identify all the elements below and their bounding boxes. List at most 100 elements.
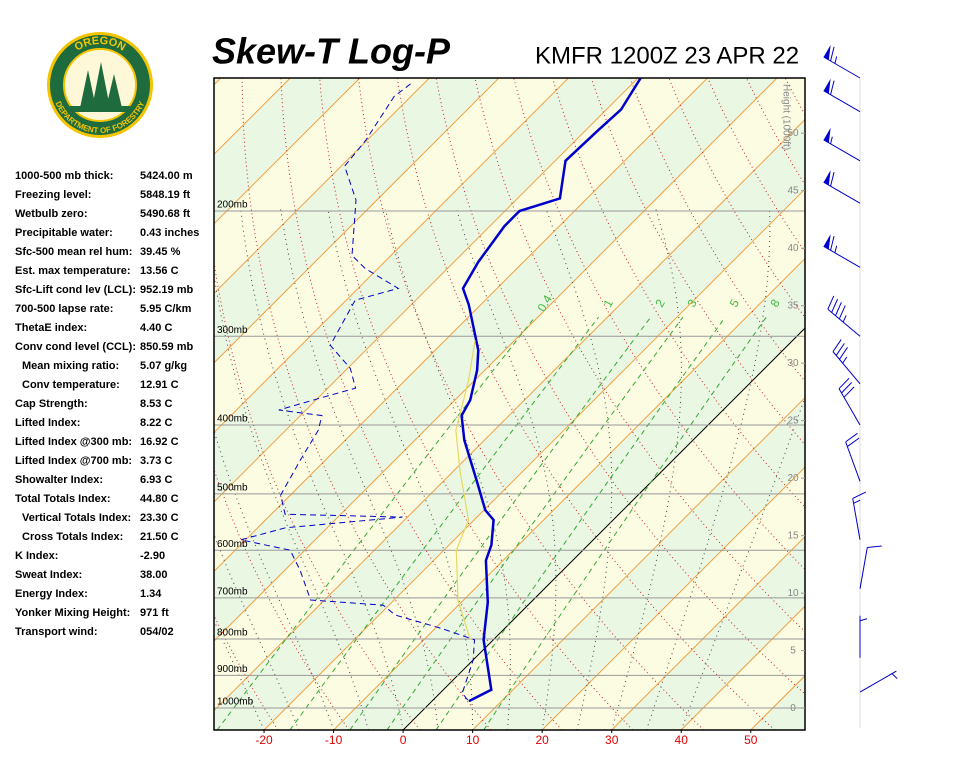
y2-tick-label: 35 [787,300,799,311]
index-value: 5424.00 m [140,170,193,182]
y-tick-label: 800mb [217,628,248,639]
barb-staff [845,441,861,482]
barb-staff [823,139,861,162]
y2-axis-label: Height (1000ft) [780,84,791,150]
barb-staff [832,351,861,385]
plot-frame [213,77,806,731]
moist-adiabat [280,209,439,730]
wind-barb [823,127,861,162]
index-value: 38.00 [140,569,168,581]
profile-line [460,78,642,703]
isotherm [472,396,805,730]
isotherm-band [820,78,960,730]
index-value: 971 ft [140,607,169,619]
barb-pennant [823,78,831,94]
barb-staff [823,245,861,268]
index-label: Lifted Index @300 mb: [15,436,132,448]
y2-tick-label: 25 [787,415,799,426]
index-value: 8.53 C [140,398,172,410]
profile-line [455,340,476,640]
dry-adiabat [513,78,805,571]
barb-full [830,80,835,95]
index-label: Sfc-Lift cond lev (LCL): [15,284,136,296]
index-label: 700-500 lapse rate: [15,303,113,315]
y2-tick-label: 15 [787,530,799,541]
moist-adiabat [456,209,557,730]
y-tick-label: 700mb [217,586,248,597]
index-value: 5848.19 ft [140,189,190,201]
barb-half [859,618,868,622]
moist-adiabat [214,428,335,730]
moist-adiabat [327,209,474,730]
dry-adiabat [863,78,960,730]
index-label: Lifted Index @700 mb: [15,455,132,467]
isotherm [214,78,500,364]
mixing-ratio-line [349,316,652,730]
index-label: Est. max temperature: [15,265,131,277]
logo-tree [80,70,96,108]
dry-adiabat [435,78,805,695]
wind-barb [838,377,861,426]
wind-barb [823,44,861,79]
barb-full [867,545,882,549]
wind-barb [823,170,861,204]
background-lines: 0.4 1 2 3 5 8 [214,78,960,730]
isotherm [820,78,960,730]
barb-half [842,315,847,323]
moist-adiabat [646,209,771,730]
barb-full [838,305,846,320]
index-value: 5490.68 ft [140,208,190,220]
barb-pennant [823,44,831,60]
index-label: Vertical Totals Index: [22,512,131,524]
wind-barb [823,78,861,113]
index-label: Freezing level: [15,189,91,201]
index-label: ThetaE index: [15,322,87,334]
index-label: Sfc-500 mean rel hum: [15,246,132,258]
dry-adiabat [358,78,705,730]
barb-full [835,302,842,316]
wind-barb [859,545,882,589]
axes: 200mb 300mb 400mb 500mb 600mb 700mb 800mb 900mb… [217,84,805,747]
index-value: 21.50 C [140,531,179,543]
y-tick-label: 500mb [217,483,248,494]
barb-full [832,339,842,352]
y2-tick-label: 0 [790,703,796,714]
barb-staff [859,670,897,693]
index-value: 1.34 [140,588,162,600]
index-label: Showalter Index: [15,474,103,486]
index-label: Energy Index: [15,588,88,600]
index-value: 13.56 C [140,265,179,277]
logo-ground [70,106,130,112]
isotherm [214,78,430,295]
barb-half [830,136,833,144]
barb-half [834,56,838,64]
barb-full [841,382,852,394]
index-label: Transport wind: [15,626,98,638]
wind-barb [852,491,867,540]
index-label: Conv cond level (CCL): [15,341,136,353]
index-value: 850.59 mb [140,341,193,353]
barb-half [834,245,838,253]
dry-adiabat [214,258,421,730]
y-tick-label: 600mb [217,539,248,550]
index-value: 952.19 mb [140,284,193,296]
barb-half [891,673,898,680]
isotherm [214,78,361,225]
index-value: 3.73 C [140,455,172,467]
barb-half [853,499,861,504]
x-tick-label: 0 [400,733,407,747]
wind-barbs [823,44,898,693]
logo-top: OREGON [73,35,128,54]
isotherm [402,327,805,730]
x-tick-label: -20 [255,733,273,747]
y2-tick-label: 30 [787,358,799,369]
wind-barb [859,615,868,658]
index-value: 6.93 C [140,474,172,486]
index-value: 4.40 C [140,322,172,334]
mixing-ratio-line [483,316,767,730]
y2-tick-label: 40 [787,243,799,254]
isotherm-band [214,78,805,711]
index-label: Mean mixing ratio: [22,360,119,372]
barb-full [838,377,850,390]
